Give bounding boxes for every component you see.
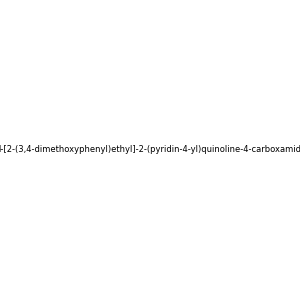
- Text: N-[2-(3,4-dimethoxyphenyl)ethyl]-2-(pyridin-4-yl)quinoline-4-carboxamide: N-[2-(3,4-dimethoxyphenyl)ethyl]-2-(pyri…: [0, 146, 300, 154]
